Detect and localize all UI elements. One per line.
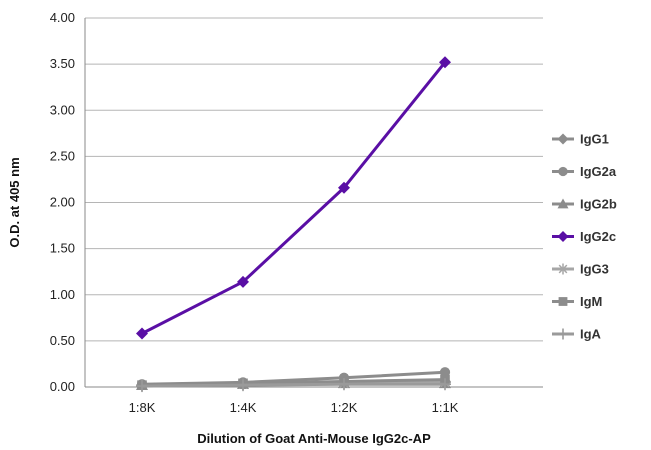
x-axis-title: Dilution of Goat Anti-Mouse IgG2c-AP xyxy=(197,431,431,446)
legend-item-igg2c: IgG2c xyxy=(552,229,616,244)
x-tick-label: 1:8K xyxy=(129,400,156,415)
legend-item-igm: IgM xyxy=(552,294,602,309)
y-tick-label: 3.00 xyxy=(50,102,75,117)
series-line xyxy=(141,61,447,335)
data-point xyxy=(338,378,350,391)
legend-marker xyxy=(557,328,569,340)
x-tick-label: 1:2K xyxy=(331,400,358,415)
series-iga xyxy=(136,378,451,393)
legend-item-iga: IgA xyxy=(552,327,602,342)
data-point xyxy=(136,327,148,340)
y-tick-label: 2.50 xyxy=(50,148,75,163)
legend-marker xyxy=(558,166,568,177)
x-tick-label: 1:1K xyxy=(432,400,459,415)
legend-label: IgG2c xyxy=(580,229,616,244)
legend-label: IgA xyxy=(580,327,602,342)
legend-marker xyxy=(557,198,569,209)
y-tick-labels: 0.00 0.50 1.00 1.50 2.00 2.50 3.00 3.50 4.00 xyxy=(50,10,75,394)
legend-marker xyxy=(558,297,568,306)
y-tick-label: 0.00 xyxy=(50,379,75,394)
data-point xyxy=(439,378,451,391)
data-point xyxy=(237,275,249,288)
data-point xyxy=(136,380,148,393)
series xyxy=(136,56,451,393)
x-tick-label: 1:4K xyxy=(230,400,257,415)
legend-marker xyxy=(557,231,569,242)
legend: IgG1 IgG2a IgG2b IgG2c IgG3 IgM IgA xyxy=(552,132,617,342)
y-tick-label: 2.00 xyxy=(50,195,75,210)
data-point xyxy=(439,367,451,378)
legend-item-igg1: IgG1 xyxy=(552,132,609,147)
data-point xyxy=(338,181,350,194)
legend-label: IgM xyxy=(580,294,602,309)
legend-label: IgG2a xyxy=(580,164,617,179)
gridlines xyxy=(85,17,543,342)
series-igg2c xyxy=(136,56,451,340)
legend-marker xyxy=(557,133,569,145)
y-tick-label: 0.50 xyxy=(50,333,75,348)
legend-label: IgG2b xyxy=(580,197,617,212)
y-tick-label: 1.00 xyxy=(50,287,75,302)
legend-label: IgG1 xyxy=(580,132,609,147)
legend-marker xyxy=(557,263,569,275)
series-line xyxy=(141,382,445,388)
legend-label: IgG3 xyxy=(580,262,609,277)
data-point xyxy=(439,56,451,69)
y-axis-title: O.D. at 405 nm xyxy=(7,157,22,247)
legend-item-igg2a: IgG2a xyxy=(552,164,617,179)
y-tick-label: 3.50 xyxy=(50,56,75,71)
legend-item-igg2b: IgG2b xyxy=(552,197,617,212)
legend-item-igg3: IgG3 xyxy=(552,262,609,277)
y-tick-label: 4.00 xyxy=(50,10,75,25)
y-tick-label: 1.50 xyxy=(50,241,75,256)
x-tick-labels: 1:8K 1:4K 1:2K 1:1K xyxy=(129,400,459,415)
data-point xyxy=(237,379,249,392)
